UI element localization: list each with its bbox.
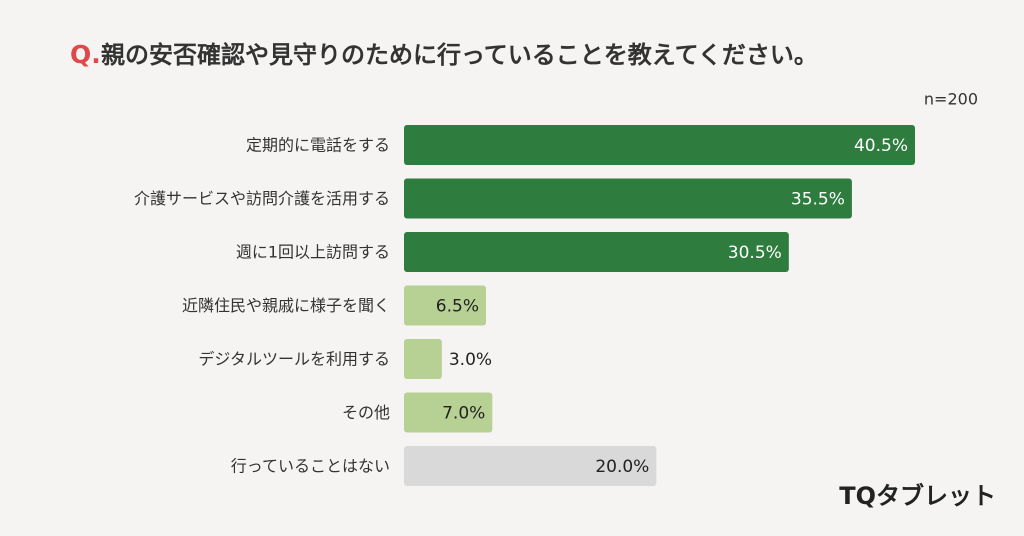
category-label: その他 <box>342 403 390 422</box>
category-label: 行っていることはない <box>231 457 390 476</box>
category-label: 介護サービスや訪問介護を活用する <box>134 189 390 208</box>
bar <box>404 232 789 272</box>
bar <box>404 178 852 219</box>
value-label: 7.0% <box>442 404 485 424</box>
bar <box>404 392 493 433</box>
category-label: 近隣住民や親戚に様子を聞く <box>182 296 390 315</box>
chart-title: 親の安否確認や見守りのために行っていることを教えてください。 <box>101 41 818 69</box>
value-label: 20.0% <box>595 457 649 477</box>
value-label: 35.5% <box>791 190 845 210</box>
bar <box>404 125 915 165</box>
category-label: デジタルツールを利用する <box>198 350 390 369</box>
bar <box>404 339 442 379</box>
sample-size-note: n=200 <box>924 90 978 109</box>
category-label: 週に1回以上訪問する <box>236 243 390 262</box>
category-label: 定期的に電話をする <box>246 136 390 155</box>
brand-logo: TQタブレット <box>839 482 996 510</box>
bar <box>404 446 657 486</box>
value-label: 30.5% <box>728 243 782 263</box>
value-label: 6.5% <box>436 297 479 317</box>
value-label: 3.0% <box>449 350 492 370</box>
value-label: 40.5% <box>854 136 908 156</box>
title-marker: Q. <box>70 40 101 69</box>
bar <box>404 285 487 326</box>
